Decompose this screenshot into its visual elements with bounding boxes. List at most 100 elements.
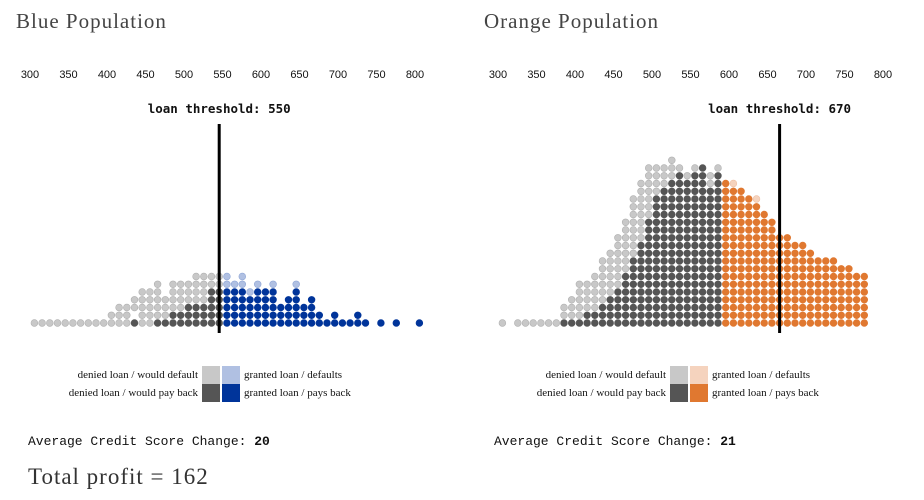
dot-granted-payback xyxy=(814,303,822,312)
x-tick-label: 350 xyxy=(59,69,77,81)
dot-denied-payback xyxy=(698,311,707,319)
dot-denied-payback xyxy=(691,272,699,281)
dot-granted-payback xyxy=(829,296,838,304)
dot-granted-payback xyxy=(783,280,791,288)
dot-denied-default xyxy=(514,319,522,327)
dot-denied-default xyxy=(706,172,715,180)
dot-denied-payback xyxy=(668,272,676,281)
dot-denied-payback xyxy=(660,210,668,219)
dot-denied-payback xyxy=(691,234,699,242)
dot-granted-payback xyxy=(837,280,845,288)
dot-denied-payback xyxy=(675,303,684,312)
dot-denied-payback xyxy=(675,210,684,219)
x-tick-label: 300 xyxy=(21,69,39,81)
dot-granted-payback xyxy=(760,296,768,304)
dot-denied-default xyxy=(668,156,676,165)
dot-denied-default xyxy=(637,210,645,219)
dot-granted-payback xyxy=(799,241,807,250)
dot-denied-payback xyxy=(691,265,699,273)
dot-denied-payback xyxy=(629,303,638,312)
dot-denied-default xyxy=(575,311,584,319)
dot-denied-payback xyxy=(691,241,699,250)
dot-granted-payback xyxy=(837,288,845,296)
dot-denied-default xyxy=(637,218,645,227)
dot-denied-payback xyxy=(637,280,645,288)
dot-denied-default xyxy=(652,187,661,196)
dot-granted-payback xyxy=(814,319,822,327)
x-tick-label: 800 xyxy=(874,69,892,81)
dot-denied-payback xyxy=(691,195,699,203)
dot-denied-payback xyxy=(683,249,691,258)
dot-denied-payback xyxy=(698,226,707,234)
dot-granted-payback xyxy=(331,319,339,327)
dot-granted-payback xyxy=(752,288,761,296)
dot-denied-payback xyxy=(683,272,691,281)
dot-denied-default xyxy=(645,203,653,211)
dot-denied-payback xyxy=(652,311,661,319)
dot-granted-payback xyxy=(768,249,776,258)
dot-denied-payback xyxy=(698,265,707,273)
dot-denied-payback xyxy=(698,303,707,312)
dot-granted-payback xyxy=(860,296,868,304)
dot-granted-payback xyxy=(783,265,791,273)
dot-denied-payback xyxy=(207,296,216,304)
dot-granted-payback xyxy=(760,234,768,242)
dot-granted-payback xyxy=(852,319,861,327)
dot-granted-payback xyxy=(845,303,853,312)
blue-population-panel: Blue Population 300 350 400 450 500 550 600 650… xyxy=(0,0,462,470)
dot-denied-default xyxy=(138,296,146,304)
dot-denied-default xyxy=(30,319,39,327)
dot-granted-payback xyxy=(768,288,776,296)
dot-granted-payback xyxy=(238,303,247,312)
dot-denied-payback xyxy=(200,303,208,312)
dot-denied-default xyxy=(138,319,146,327)
dot-denied-payback xyxy=(714,210,722,219)
dot-denied-payback xyxy=(675,249,684,258)
dot-denied-payback xyxy=(683,257,691,265)
dot-granted-payback xyxy=(791,280,799,288)
dot-granted-payback xyxy=(814,265,822,273)
dot-granted-payback xyxy=(261,303,270,312)
dot-denied-default xyxy=(161,296,170,304)
dot-denied-payback xyxy=(698,187,707,196)
dot-granted-payback xyxy=(745,257,753,265)
dot-granted-payback xyxy=(737,249,745,258)
dot-granted-payback xyxy=(822,265,830,273)
dot-denied-payback xyxy=(606,303,614,312)
loan-threshold-label: loan threshold: 550 xyxy=(148,101,291,116)
dot-denied-default xyxy=(645,172,653,180)
dot-denied-default xyxy=(637,179,645,188)
dot-denied-default xyxy=(591,303,599,312)
dot-granted-payback xyxy=(307,303,316,312)
dot-granted-payback xyxy=(768,272,776,281)
dot-denied-default xyxy=(598,280,607,288)
x-tick-label: 450 xyxy=(136,69,154,81)
dot-denied-default xyxy=(614,241,622,250)
dot-granted-payback xyxy=(814,280,822,288)
x-tick-label: 450 xyxy=(604,69,622,81)
dot-denied-payback xyxy=(698,218,707,227)
dot-granted-payback xyxy=(783,296,791,304)
dot-denied-payback xyxy=(629,311,638,319)
dot-denied-payback xyxy=(192,303,200,312)
dot-granted-default xyxy=(238,280,247,288)
dot-granted-payback xyxy=(806,280,815,288)
dot-denied-payback xyxy=(660,203,668,211)
dot-denied-default xyxy=(645,164,653,172)
dot-denied-payback xyxy=(714,218,722,227)
dot-denied-payback xyxy=(706,296,715,304)
dot-denied-payback xyxy=(714,203,722,211)
dot-denied-payback xyxy=(668,288,676,296)
dot-granted-payback xyxy=(745,218,753,227)
dot-denied-default xyxy=(161,311,170,319)
dot-denied-default xyxy=(614,272,622,281)
legend-swatch-denied-default xyxy=(202,366,220,384)
dot-denied-payback xyxy=(706,311,715,319)
dot-denied-payback xyxy=(207,288,216,296)
dot-granted-payback xyxy=(814,296,822,304)
dot-granted-payback xyxy=(760,226,768,234)
dot-denied-default xyxy=(598,272,607,281)
dot-granted-payback xyxy=(768,303,776,312)
dot-granted-payback xyxy=(822,319,830,327)
dot-denied-payback xyxy=(714,195,722,203)
